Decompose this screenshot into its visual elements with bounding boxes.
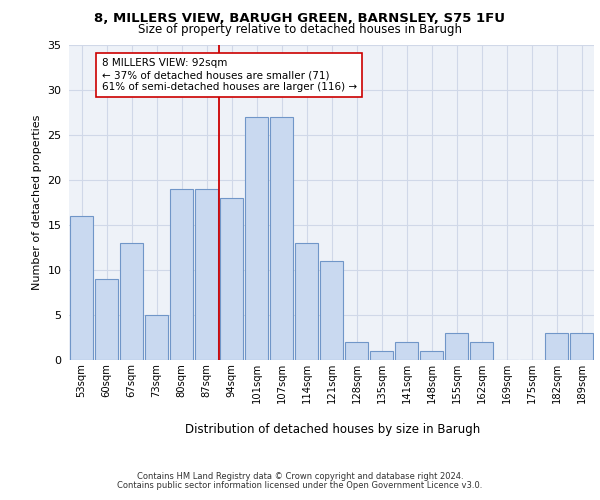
Bar (395, 342, 418, 360)
Bar (545, 333, 568, 360)
Bar (145, 315, 168, 360)
Bar (420, 351, 443, 360)
Bar (445, 333, 468, 360)
Bar (245, 117, 268, 360)
Bar (470, 342, 493, 360)
Bar (295, 243, 318, 360)
Text: Contains HM Land Registry data © Crown copyright and database right 2024.: Contains HM Land Registry data © Crown c… (137, 472, 463, 481)
Text: Size of property relative to detached houses in Barugh: Size of property relative to detached ho… (138, 22, 462, 36)
Bar (120, 243, 143, 360)
Bar (270, 117, 293, 360)
Bar (370, 351, 393, 360)
Bar (320, 261, 343, 360)
Text: Distribution of detached houses by size in Barugh: Distribution of detached houses by size … (185, 422, 481, 436)
Bar (70, 216, 93, 360)
Bar (570, 333, 593, 360)
Bar (220, 198, 243, 360)
Bar (345, 342, 368, 360)
Text: 8 MILLERS VIEW: 92sqm
← 37% of detached houses are smaller (71)
61% of semi-deta: 8 MILLERS VIEW: 92sqm ← 37% of detached … (101, 58, 356, 92)
Bar (170, 189, 193, 360)
Bar (95, 279, 118, 360)
Bar (195, 189, 218, 360)
Text: 8, MILLERS VIEW, BARUGH GREEN, BARNSLEY, S75 1FU: 8, MILLERS VIEW, BARUGH GREEN, BARNSLEY,… (95, 12, 505, 26)
Text: Contains public sector information licensed under the Open Government Licence v3: Contains public sector information licen… (118, 481, 482, 490)
Y-axis label: Number of detached properties: Number of detached properties (32, 115, 41, 290)
